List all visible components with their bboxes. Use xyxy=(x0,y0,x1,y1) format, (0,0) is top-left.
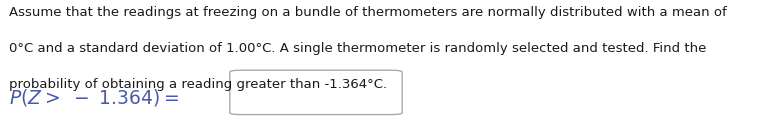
Text: $P(Z >\ -\ 1.364) =$: $P(Z >\ -\ 1.364) =$ xyxy=(9,87,179,108)
FancyBboxPatch shape xyxy=(230,70,402,115)
Text: probability of obtaining a reading greater than -1.364°C.: probability of obtaining a reading great… xyxy=(9,78,388,91)
Text: Assume that the readings at freezing on a bundle of thermometers are normally di: Assume that the readings at freezing on … xyxy=(9,6,727,19)
Text: 0°C and a standard deviation of 1.00°C. A single thermometer is randomly selecte: 0°C and a standard deviation of 1.00°C. … xyxy=(9,42,706,55)
